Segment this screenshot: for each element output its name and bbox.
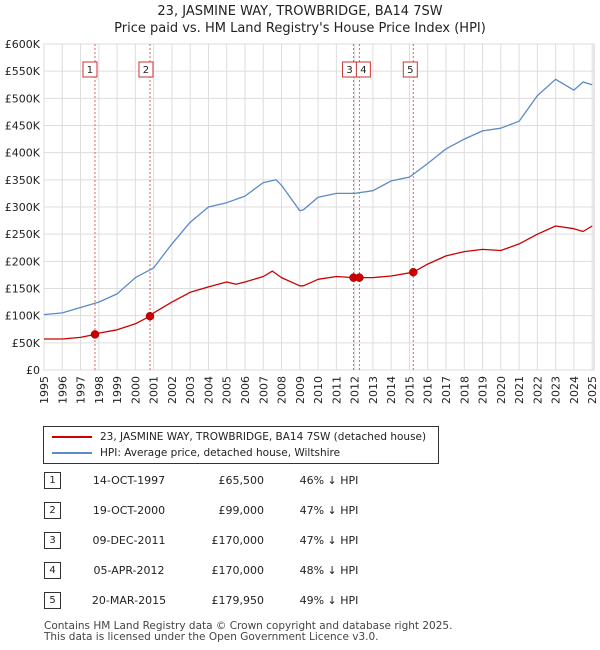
- sale-point: [355, 273, 364, 282]
- y-tick-label: £350K: [5, 174, 41, 187]
- sale-date: 09-DEC-2011: [92, 534, 166, 547]
- sale-point: [409, 267, 418, 277]
- sale-number: 4: [44, 562, 61, 579]
- sale-marker-label: 4: [360, 65, 366, 76]
- x-tick-label: 2004: [202, 376, 215, 404]
- sale-price: £99,000: [218, 504, 265, 517]
- footer: Contains HM Land Registry data © Crown c…: [44, 621, 452, 643]
- sale-marker-box: [402, 61, 418, 78]
- x-tick-label: 1997: [75, 376, 88, 404]
- sale-row: 4 05-APR-2012 £170,000 48% ↓ HPI: [44, 562, 404, 579]
- y-tick-label: £300K: [5, 201, 41, 214]
- x-tick-label: 2023: [550, 376, 563, 404]
- series-line-hpi: [43, 78, 593, 316]
- legend-label-hpi: HPI: Average price, detached house, Wilt…: [100, 447, 341, 459]
- x-tick-label: 2020: [495, 376, 508, 404]
- x-tick-label: 2025: [586, 376, 599, 404]
- sale-date: 20-MAR-2015: [91, 594, 167, 607]
- x-tick-label: 2019: [477, 376, 490, 404]
- sale-marker-label: 2: [143, 65, 149, 76]
- sale-hpi-diff: 46% ↓ HPI: [299, 474, 359, 487]
- x-tick-label: 2006: [239, 376, 252, 404]
- y-tick-label: £500K: [5, 92, 41, 105]
- sale-date: 19-OCT-2000: [92, 504, 166, 517]
- y-tick-label: £550K: [5, 65, 41, 78]
- x-tick-label: 1995: [38, 376, 51, 404]
- sale-row: 5 20-MAR-2015 £179,950 49% ↓ HPI: [44, 592, 404, 609]
- sale-row: 1 14-OCT-1997 £65,500 46% ↓ HPI: [44, 472, 404, 489]
- sale-marker-label: 3: [346, 65, 352, 76]
- sale-number: 5: [44, 592, 61, 609]
- x-tick-label: 2022: [531, 376, 544, 404]
- x-tick-label: 2002: [166, 376, 179, 404]
- sale-hpi-diff: 48% ↓ HPI: [299, 564, 359, 577]
- y-tick-label: £50K: [12, 337, 41, 350]
- x-tick-label: 2010: [312, 376, 325, 404]
- x-tick-label: 2021: [513, 376, 526, 404]
- title-line-1: 23, JASMINE WAY, TROWBRIDGE, BA14 7SW: [157, 4, 443, 19]
- legend-item-property: 23, JASMINE WAY, TROWBRIDGE, BA14 7SW (d…: [52, 429, 426, 445]
- sale-marker-box: [82, 61, 98, 78]
- x-tick-label: 2009: [294, 376, 307, 404]
- legend-label-property: 23, JASMINE WAY, TROWBRIDGE, BA14 7SW (d…: [100, 431, 427, 443]
- sale-marker-box: [355, 61, 371, 78]
- sale-date: 05-APR-2012: [93, 564, 165, 577]
- sale-number: 2: [44, 502, 61, 519]
- price-chart: £0 £50K £100K £150K £200K £250K £300K £350K £400…: [5, 38, 599, 404]
- x-tick-label: 2007: [257, 376, 270, 404]
- x-tick-label: 2017: [440, 376, 453, 404]
- sale-marker-box: [138, 61, 154, 78]
- y-tick-label: £150K: [5, 283, 41, 296]
- legend: 23, JASMINE WAY, TROWBRIDGE, BA14 7SW (d…: [43, 426, 439, 464]
- sale-point: [145, 311, 155, 321]
- sale-price: £179,950: [211, 594, 265, 607]
- series-line-property: [44, 225, 593, 340]
- sale-row: 2 19-OCT-2000 £99,000 47% ↓ HPI: [44, 502, 404, 519]
- x-tick-label: 1998: [93, 376, 106, 404]
- sale-price: £65,500: [218, 474, 265, 487]
- y-tick-label: £400K: [5, 147, 41, 160]
- sale-row: 3 09-DEC-2011 £170,000 47% ↓ HPI: [44, 532, 404, 549]
- x-tick-label: 2011: [330, 376, 343, 404]
- footer-line-1: Contains HM Land Registry data © Crown c…: [44, 620, 453, 632]
- title-line-2: Price paid vs. HM Land Registry's House …: [114, 21, 486, 36]
- x-tick-label: 2008: [276, 376, 289, 404]
- sale-price: £170,000: [211, 534, 265, 547]
- sale-hpi-diff: 47% ↓ HPI: [299, 534, 359, 547]
- x-tick-label: 2016: [422, 376, 435, 404]
- sale-marker-label: 5: [407, 65, 413, 76]
- legend-swatch-hpi: [52, 452, 92, 454]
- x-tick-label: 2024: [568, 376, 581, 404]
- x-tick-label: 2003: [184, 376, 197, 404]
- x-tick-label: 1996: [56, 376, 69, 404]
- sale-price: £170,000: [211, 564, 265, 577]
- sale-number: 1: [44, 472, 61, 489]
- x-tick-label: 2012: [349, 376, 362, 404]
- footer-line-2: This data is licensed under the Open Gov…: [44, 631, 379, 643]
- x-tick-label: 1999: [111, 376, 124, 404]
- legend-item-hpi: HPI: Average price, detached house, Wilt…: [52, 445, 340, 461]
- y-tick-label: £450K: [5, 120, 41, 133]
- y-tick-label: £0: [26, 364, 40, 377]
- chart-title: 23, JASMINE WAY, TROWBRIDGE, BA14 7SW Pr…: [0, 3, 600, 37]
- x-tick-label: 2001: [148, 376, 161, 404]
- x-tick-label: 2018: [458, 376, 471, 404]
- y-tick-label: £600K: [5, 38, 41, 51]
- sale-hpi-diff: 47% ↓ HPI: [299, 504, 359, 517]
- sale-number: 3: [44, 532, 61, 549]
- y-tick-label: £100K: [5, 310, 41, 323]
- x-tick-label: 2014: [385, 376, 398, 404]
- sale-hpi-diff: 49% ↓ HPI: [299, 594, 359, 607]
- sale-marker-label: 1: [87, 65, 93, 76]
- x-tick-label: 2015: [403, 376, 416, 404]
- x-tick-label: 2013: [367, 376, 380, 404]
- x-tick-label: 2000: [129, 376, 142, 404]
- y-tick-label: £250K: [5, 228, 41, 241]
- x-tick-label: 2005: [221, 376, 234, 404]
- sale-point: [90, 330, 100, 339]
- y-tick-label: £200K: [5, 255, 41, 268]
- sale-date: 14-OCT-1997: [92, 474, 166, 487]
- legend-swatch-property: [52, 436, 92, 438]
